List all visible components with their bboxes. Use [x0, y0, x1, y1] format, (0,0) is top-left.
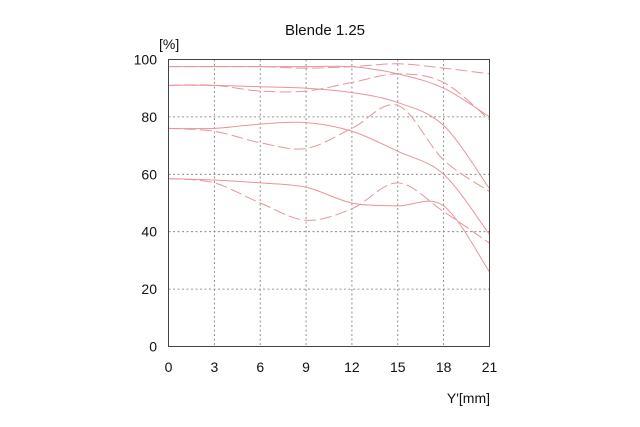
x-tick-label: 21	[482, 359, 498, 375]
y-tick-label: 80	[141, 109, 157, 125]
x-tick-label: 12	[344, 359, 360, 375]
data-series	[168, 63, 490, 273]
series-line-solid	[168, 178, 490, 273]
grid-lines	[168, 59, 490, 347]
x-tick-label: 15	[390, 359, 406, 375]
series-line-solid	[168, 121, 490, 236]
x-tick-label: 0	[165, 359, 173, 375]
series-line-solid	[168, 65, 490, 118]
y-tick-label: 60	[141, 166, 157, 182]
series-line-dashed	[168, 73, 490, 121]
x-tick-label: 6	[256, 359, 264, 375]
y-tick-labels: 0 20 40 60 80 100	[134, 52, 158, 355]
plot-frame	[168, 59, 490, 347]
chart-title: Blende 1.25	[285, 22, 365, 39]
x-tick-label: 3	[210, 359, 218, 375]
series-line-dashed	[168, 178, 490, 244]
y-tick-label: 40	[141, 224, 157, 240]
series-line-dashed	[168, 63, 490, 75]
x-tick-label: 9	[302, 359, 310, 375]
y-tick-label: 20	[141, 281, 157, 297]
series-line-solid	[168, 84, 490, 190]
series-line-dashed	[168, 104, 490, 193]
y-tick-label: 100	[134, 52, 158, 68]
x-tick-labels: 0 3 6 9 12 15 18 21	[165, 359, 498, 375]
x-axis-label: Y'[mm]	[447, 390, 490, 406]
y-axis-label: [%]	[159, 36, 179, 52]
y-tick-label: 0	[149, 339, 157, 355]
x-tick-label: 18	[436, 359, 452, 375]
